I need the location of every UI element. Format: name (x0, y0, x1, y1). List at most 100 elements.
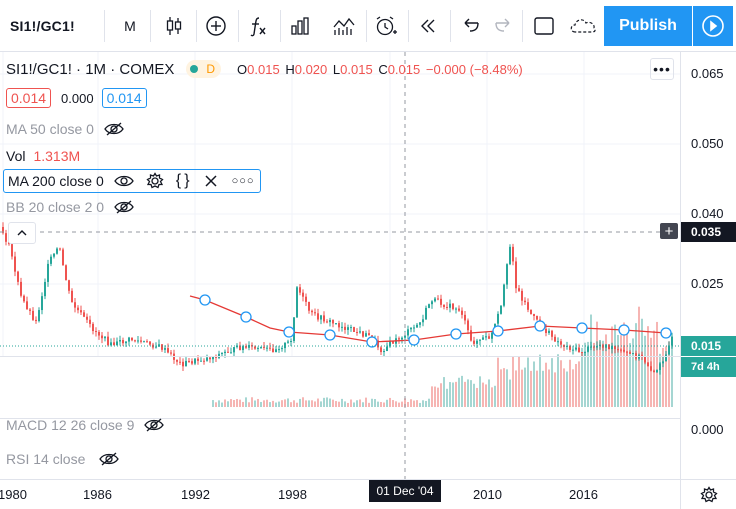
high-value: 0.020 (294, 61, 328, 77)
redo-button[interactable] (486, 6, 522, 46)
volume-bar (260, 401, 262, 407)
fullscreen-play-button[interactable] (693, 6, 733, 46)
candle-body (440, 298, 442, 305)
volume-bar (539, 354, 541, 407)
candle-body (356, 332, 358, 334)
candle-body (260, 346, 262, 348)
candle-body (188, 360, 190, 362)
candle-body (599, 344, 601, 347)
volume-bar (611, 326, 613, 407)
candle-body (68, 280, 70, 291)
price-axis[interactable]: 0.065 0.050 0.040 0.025 0.000 0.035 0.01… (680, 52, 736, 479)
candle-body (200, 360, 202, 362)
candle-body (296, 287, 298, 318)
volume-bar (257, 398, 259, 407)
ma200-legend[interactable]: MA 200 close 0 { } ○○○ (3, 169, 261, 193)
collapse-legend-button[interactable] (8, 222, 36, 244)
cloud-save-button[interactable] (564, 6, 602, 46)
replay-button[interactable] (410, 6, 446, 46)
eye-hidden-icon[interactable] (114, 199, 134, 215)
candle-body (278, 349, 280, 351)
candle-body (20, 281, 22, 296)
price-tick: 0.000 (691, 422, 724, 437)
volume-bar (281, 400, 283, 407)
rsi-legend[interactable]: RSI 14 close (6, 451, 120, 467)
legend-menu-button[interactable]: ••• (650, 58, 674, 80)
symbol-search-button[interactable]: SI1!/GC1! (4, 6, 100, 46)
candle-body (359, 331, 361, 333)
candle-body (338, 323, 340, 328)
indicators-button[interactable] (240, 6, 276, 46)
candle-body (194, 358, 196, 364)
candle-body (257, 347, 259, 349)
ask-box[interactable]: 0.014 (101, 88, 147, 108)
main-chart-pane[interactable]: SI1!/GC1! · 1M · COMEX D O0.015 H0.020 L… (0, 52, 680, 479)
candle-body (635, 353, 637, 359)
bid-box[interactable]: 0.014 (6, 88, 52, 108)
close-icon[interactable] (204, 174, 218, 188)
volume-bar (344, 401, 346, 407)
volume-bar (575, 363, 577, 407)
candle-body (341, 326, 343, 328)
volume-bar (401, 401, 403, 407)
candle-body (71, 290, 73, 303)
candle-body (47, 263, 49, 282)
candle-body (527, 302, 529, 310)
pane-divider[interactable] (0, 418, 680, 419)
eye-icon[interactable] (113, 173, 134, 189)
alert-button[interactable] (368, 6, 404, 46)
volume-bar (524, 367, 526, 407)
ma50-legend[interactable]: MA 50 close 0 (6, 121, 124, 137)
candle-body (662, 361, 664, 364)
gear-icon[interactable] (146, 172, 164, 190)
candle-body (320, 315, 322, 320)
eye-hidden-icon[interactable] (104, 121, 124, 137)
financials-button[interactable] (282, 6, 318, 46)
candle-body (185, 360, 187, 367)
add-alert-plus-button[interactable]: + (660, 223, 678, 240)
volume-bar (542, 370, 544, 407)
candle-body (620, 349, 622, 351)
eye-hidden-icon[interactable] (144, 417, 165, 433)
candle-body (122, 340, 124, 344)
volume-bar (512, 356, 514, 407)
volume-bar (587, 341, 589, 407)
time-axis[interactable]: 1980 1986 1992 1998 2010 2016 01 Dec '04 (0, 479, 680, 509)
chart-style-button[interactable] (156, 6, 192, 46)
candle-body (353, 327, 355, 333)
candle-body (137, 340, 139, 342)
source-code-icon[interactable]: { } (175, 172, 190, 189)
volume-bar (470, 380, 472, 407)
layout-button[interactable] (526, 6, 562, 46)
add-indicator-button[interactable] (198, 6, 234, 46)
rsi-label: RSI 14 close (6, 451, 86, 467)
publish-button[interactable]: Publish (604, 6, 692, 46)
candle-body (224, 351, 226, 354)
eye-hidden-icon[interactable] (99, 451, 120, 467)
candle-body (449, 303, 451, 308)
pane-divider[interactable] (0, 356, 680, 357)
market-status-badge[interactable]: D (186, 60, 222, 78)
candle-body (167, 348, 169, 353)
candle-body (239, 345, 241, 351)
candle-body (35, 319, 37, 322)
volume-bar (314, 401, 316, 407)
candle-body (98, 331, 100, 336)
macd-legend[interactable]: MACD 12 26 close 9 (6, 417, 165, 433)
undo-button[interactable] (452, 6, 488, 46)
volume-legend[interactable]: Vol 1.313M (6, 148, 80, 164)
candle-body (11, 244, 13, 257)
toolbar-divider (280, 10, 281, 42)
price-chart[interactable] (0, 52, 680, 479)
candle-body (413, 327, 415, 329)
candle-body (212, 356, 214, 360)
candle-body (575, 347, 577, 350)
more-dots-icon[interactable]: ○○○ (231, 175, 255, 187)
ma-edit-handle (576, 322, 588, 334)
ma-edit-handle (324, 329, 336, 341)
interval-button[interactable]: M (112, 6, 148, 46)
compare-button[interactable] (326, 6, 362, 46)
bb-legend[interactable]: BB 20 close 2 0 (6, 199, 134, 215)
ma-edit-handle (450, 328, 462, 340)
chart-settings-button[interactable] (680, 479, 736, 509)
